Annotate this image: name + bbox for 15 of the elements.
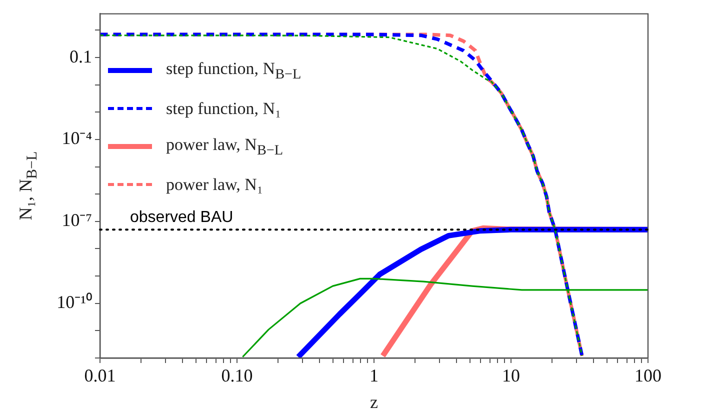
ref-line-label: observed BAU	[130, 209, 234, 226]
y-tick-label: 10⁻¹⁰	[56, 292, 92, 312]
legend-label: power law, N$_{B−L}$	[166, 134, 284, 159]
x-tick-label: 0.10	[221, 366, 253, 386]
x-tick-label: 0.01	[84, 366, 116, 386]
x-tick-label: 100	[634, 366, 662, 386]
y-tick-label: 0.1	[70, 46, 92, 66]
x-axis-title: z	[370, 392, 378, 413]
legend-label: step function, N₁	[166, 98, 281, 119]
x-tick-label: 1	[370, 366, 378, 386]
legend-label: step function, N$_{B−L}$	[166, 58, 302, 83]
x-tick-label: 10	[502, 366, 520, 386]
legend-label: power law, N₁	[166, 174, 263, 195]
y-tick-label: 10⁻⁷	[62, 210, 92, 230]
y-tick-label: 10⁻⁴	[62, 128, 92, 148]
